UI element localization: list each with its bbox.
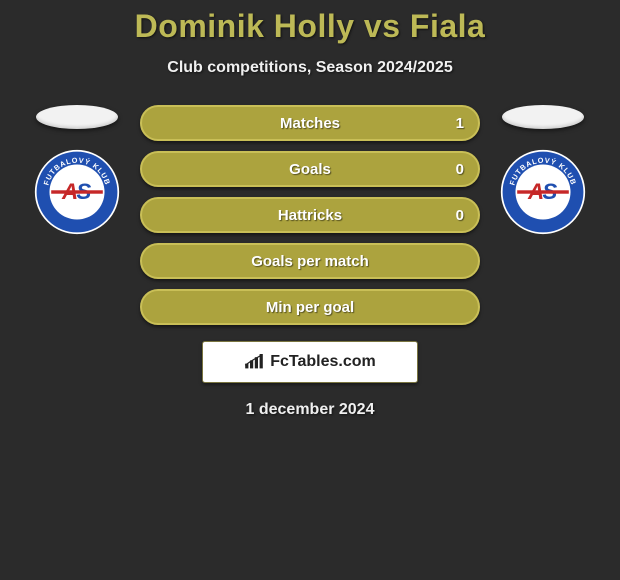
stat-right-value: 0	[456, 207, 464, 224]
stat-right-value: 0	[456, 161, 464, 178]
stat-bar-hattricks: Hattricks 0	[140, 197, 480, 233]
watermark: FcTables.com	[202, 341, 418, 383]
left-player-column: FUTBALOVÝ KLUB TRENČÍN A S	[32, 105, 122, 235]
stat-label: Goals per match	[251, 253, 369, 270]
stats-section: FUTBALOVÝ KLUB TRENČÍN A S Matches 1	[0, 105, 620, 325]
page-title: Dominik Holly vs Fiala	[0, 8, 620, 45]
subtitle: Club competitions, Season 2024/2025	[0, 59, 620, 77]
player-avatar-placeholder	[502, 105, 584, 129]
stat-bar-matches: Matches 1	[140, 105, 480, 141]
stat-label: Hattricks	[278, 207, 342, 224]
stat-label: Goals	[289, 161, 331, 178]
stat-label: Min per goal	[266, 299, 354, 316]
club-badge-right: FUTBALOVÝ KLUB TRENČÍN A S	[500, 149, 586, 235]
player-avatar-placeholder	[36, 105, 118, 129]
date: 1 december 2024	[0, 401, 620, 419]
stat-bar-goals-per-match: Goals per match	[140, 243, 480, 279]
club-badge-icon: FUTBALOVÝ KLUB TRENČÍN A S	[500, 149, 586, 235]
right-player-column: FUTBALOVÝ KLUB TRENČÍN A S	[498, 105, 588, 235]
club-badge-left: FUTBALOVÝ KLUB TRENČÍN A S	[34, 149, 120, 235]
club-badge-icon: FUTBALOVÝ KLUB TRENČÍN A S	[34, 149, 120, 235]
stat-bar-goals: Goals 0	[140, 151, 480, 187]
watermark-label: FcTables.com	[270, 353, 376, 371]
stat-bar-min-per-goal: Min per goal	[140, 289, 480, 325]
stat-right-value: 1	[456, 115, 464, 132]
comparison-card: Dominik Holly vs Fiala Club competitions…	[0, 0, 620, 419]
bar-chart-icon	[244, 354, 264, 370]
stat-label: Matches	[280, 115, 340, 132]
stat-rows: Matches 1 Goals 0 Hattricks 0 Goals per …	[140, 105, 480, 325]
